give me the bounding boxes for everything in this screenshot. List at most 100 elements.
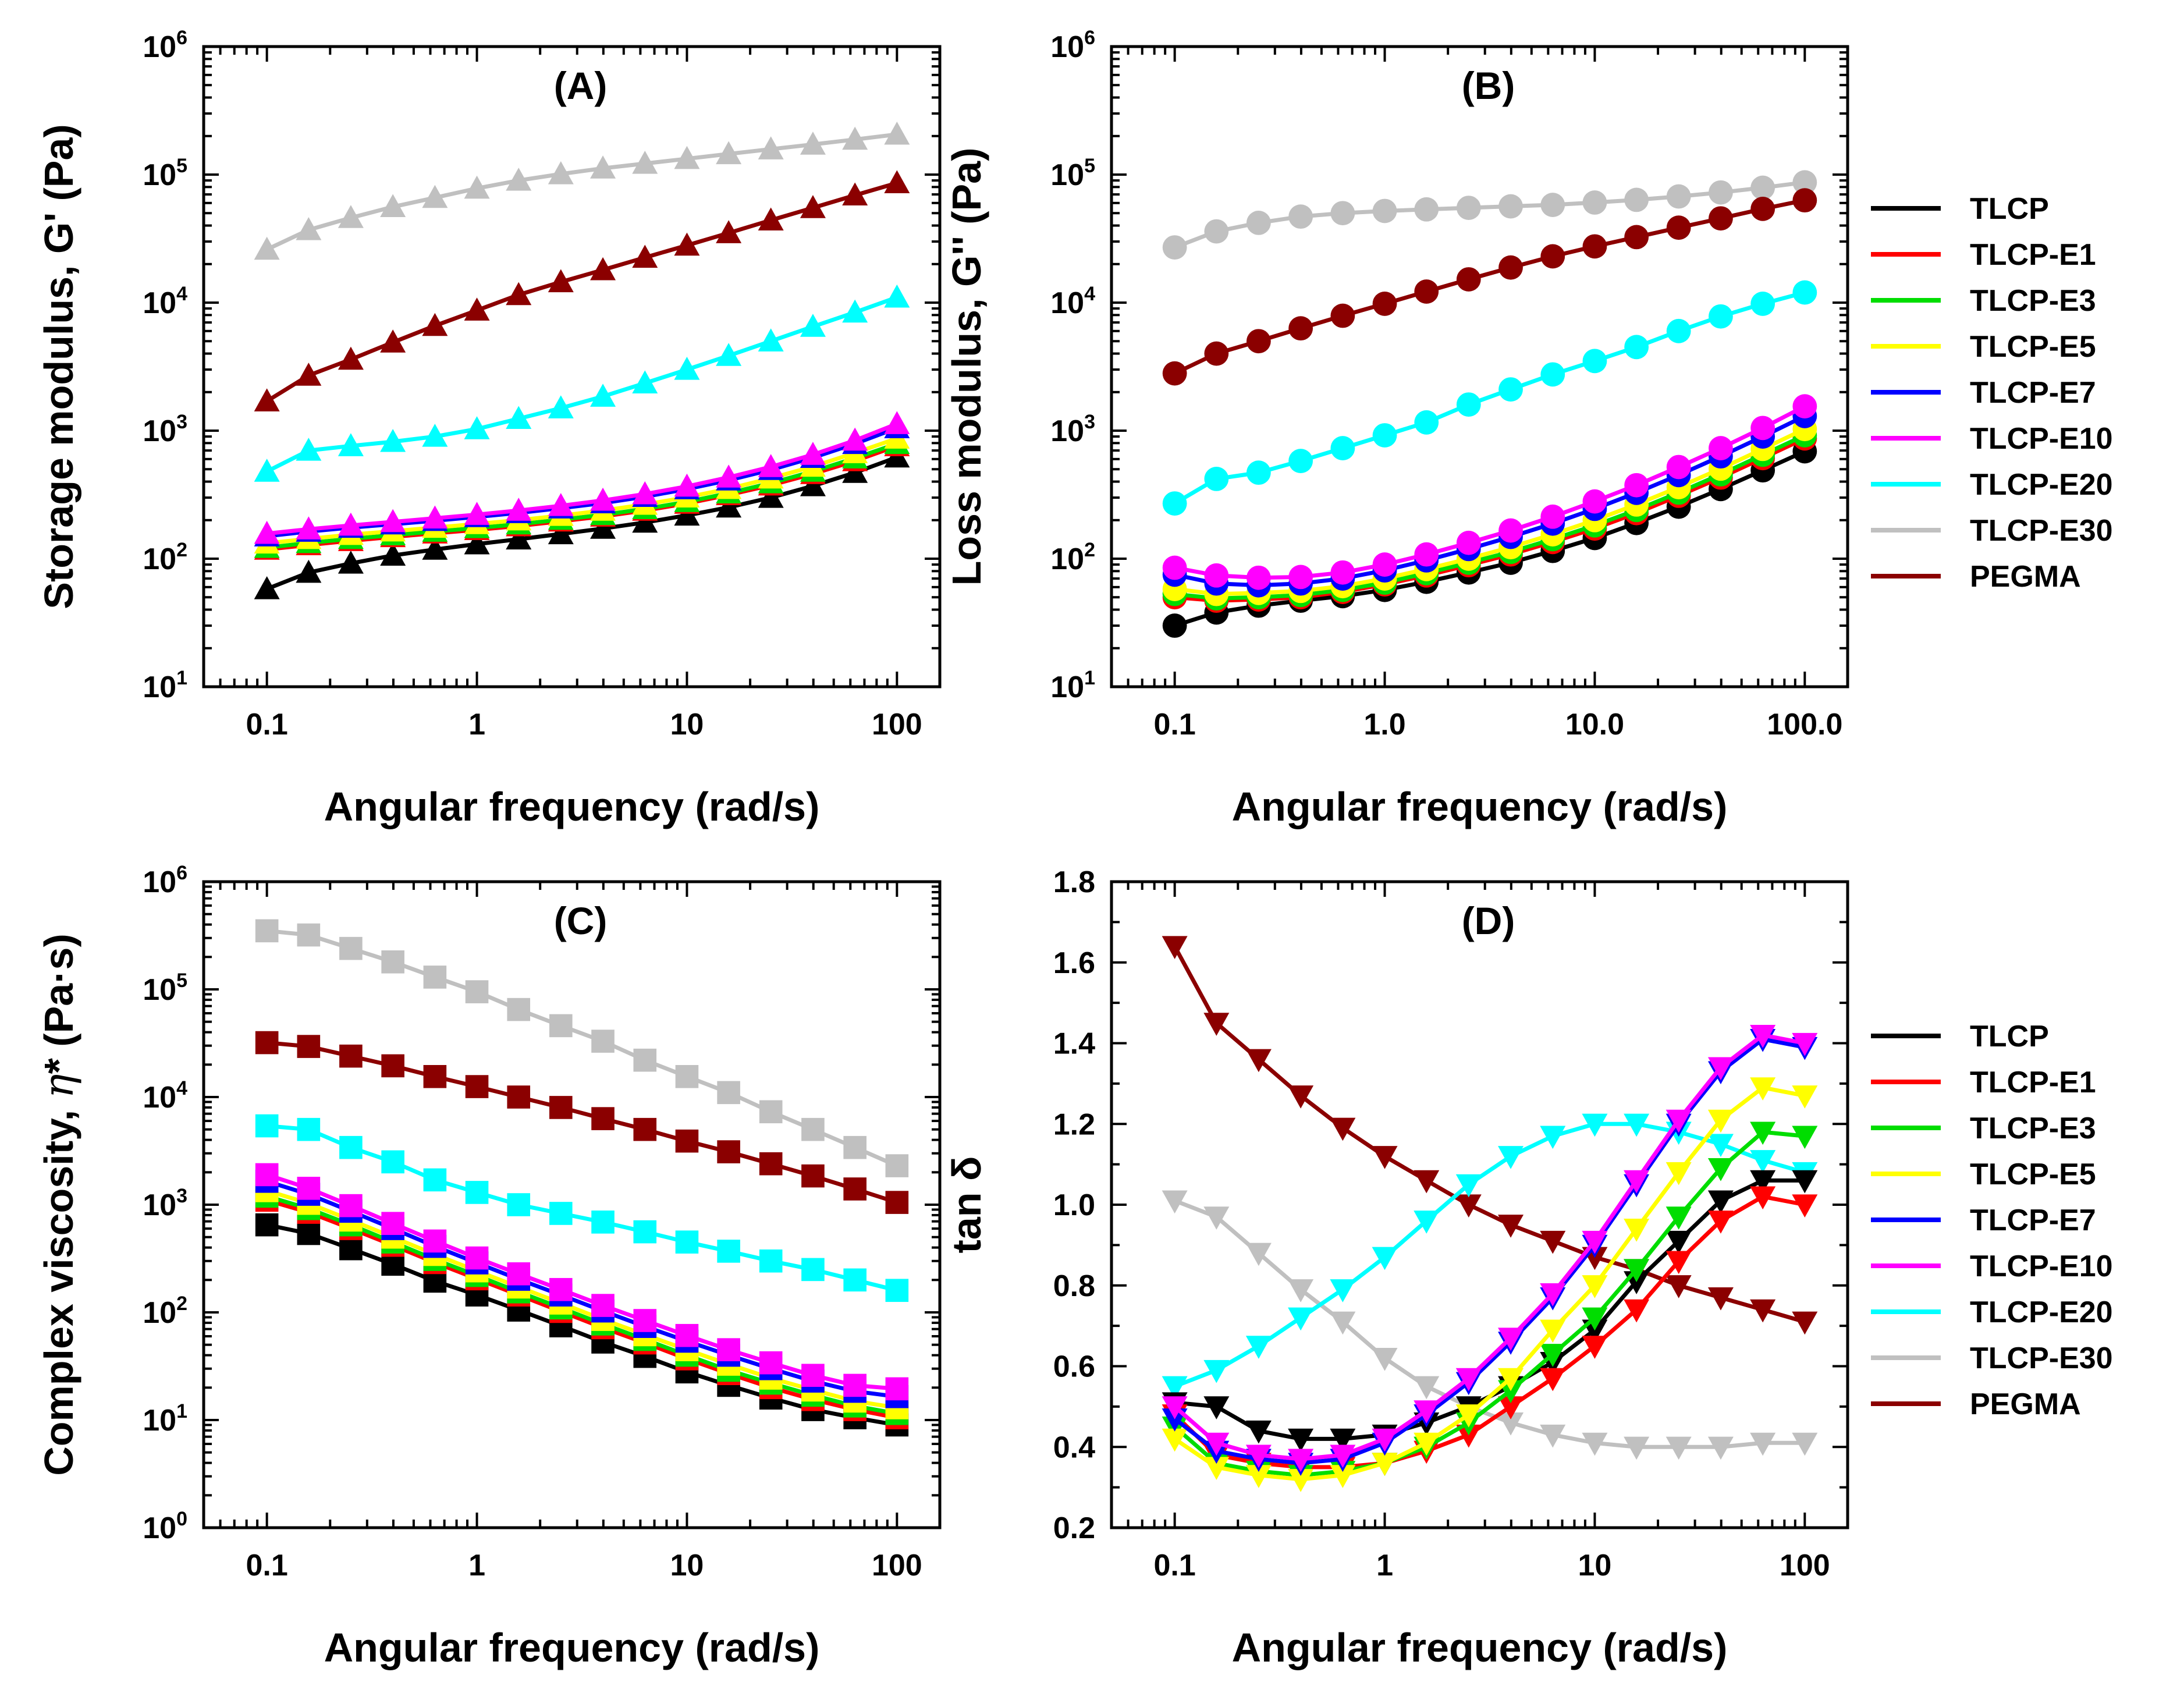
data-point-tlcp-e5 — [1288, 1469, 1314, 1492]
data-point-tlcp-e20 — [758, 328, 784, 352]
data-point-tlcp — [422, 537, 448, 560]
data-point-tlcp-e20 — [1288, 1307, 1314, 1331]
data-point-tlcp-e10 — [590, 487, 616, 511]
data-point-tlcp-e10 — [759, 1351, 783, 1375]
series-line-tlcp-e7 — [267, 426, 898, 538]
panel-d: 0.1 1 10 100 0.2 0.4 0.6 0.8 1.0 1.2 1.4 1.6 1.8 (D) A… — [944, 865, 1849, 1670]
data-point-tlcp-e30 — [1792, 170, 1817, 195]
data-point-tlcp-e5 — [1624, 1219, 1650, 1242]
data-point-tlcp-e3 — [1792, 1126, 1818, 1149]
data-point-tlcp-e5 — [1540, 1319, 1566, 1343]
data-point-pegma — [296, 363, 322, 386]
data-point-tlcp-e30 — [1498, 1412, 1524, 1436]
legend-label: TLCP-E5 — [1970, 1158, 2096, 1191]
data-point-tlcp-e10 — [1414, 1400, 1440, 1424]
x-tick-label: 100 — [1780, 1549, 1830, 1582]
data-point-tlcp-e20 — [1330, 1279, 1356, 1302]
series-line-tlcp-e30 — [267, 928, 898, 1168]
data-point-pegma — [675, 1129, 699, 1153]
y-axis-title: Complex viscosity, η* (Pa·s) — [35, 933, 83, 1476]
data-point-tlcp-e20 — [1162, 1376, 1188, 1400]
data-point-tlcp-e30 — [1246, 210, 1271, 235]
data-point-tlcp-e10 — [716, 464, 742, 488]
data-point-tlcp-e10 — [1582, 489, 1607, 514]
data-point-tlcp — [380, 542, 406, 566]
data-point-pegma — [758, 207, 784, 231]
data-point-tlcp — [1330, 1428, 1356, 1452]
y-tick-label: 103 — [143, 1185, 187, 1222]
data-point-tlcp-e20 — [1162, 491, 1187, 516]
data-point-tlcp-e10 — [758, 454, 784, 477]
x-tick-label: 1.0 — [1363, 708, 1405, 741]
series-tlcp-e20 — [1162, 280, 1817, 516]
data-point-pegma — [591, 1107, 615, 1130]
y-axis-title: tan δ — [944, 1156, 989, 1254]
data-point-tlcp-e20 — [255, 1114, 279, 1138]
series-tlcp — [254, 444, 910, 599]
x-tick-label: 10 — [670, 1549, 704, 1582]
data-point-pegma — [716, 220, 742, 243]
data-point-tlcp-e20 — [1288, 449, 1313, 473]
data-point-tlcp-e5 — [1750, 1077, 1776, 1101]
y-tick-label: 0.8 — [1053, 1269, 1095, 1303]
legend-label: TLCP-E3 — [1970, 284, 2096, 318]
series-line-tlcp-e3 — [266, 1194, 897, 1416]
data-point-tlcp-e20 — [884, 284, 910, 308]
data-point-tlcp-e30 — [1245, 1243, 1272, 1266]
data-point-pegma — [1414, 1170, 1440, 1194]
data-point-tlcp-e30 — [1456, 196, 1481, 221]
data-point-pegma — [801, 1164, 825, 1188]
data-point-tlcp-e30 — [675, 1064, 699, 1088]
data-point-pegma — [1204, 341, 1229, 366]
data-point-tlcp-e10 — [506, 498, 532, 521]
series-tlcp-e10 — [1162, 394, 1817, 590]
data-point-tlcp-e10 — [674, 473, 700, 497]
data-point-tlcp-e30 — [381, 950, 404, 974]
data-point-pegma — [381, 1054, 404, 1078]
data-point-tlcp-e10 — [885, 1377, 909, 1401]
data-point-tlcp — [464, 531, 490, 555]
legend-label: TLCP-E5 — [1970, 330, 2096, 364]
data-point-tlcp-e10 — [1792, 394, 1817, 419]
data-point-tlcp-e10 — [1750, 1025, 1776, 1048]
data-point-pegma — [1624, 225, 1649, 250]
series-tlcp-e20 — [254, 284, 910, 482]
data-point-tlcp-e10 — [1750, 416, 1775, 441]
data-point-tlcp-e20 — [633, 1220, 657, 1244]
data-point-tlcp — [674, 502, 700, 526]
data-point-tlcp — [254, 576, 280, 599]
data-point-tlcp-e10 — [1372, 1428, 1398, 1452]
y-tick-label: 104 — [143, 283, 187, 320]
data-point-pegma — [380, 329, 406, 353]
data-point-pegma — [1330, 303, 1355, 328]
data-point-pegma — [884, 170, 910, 194]
data-point-tlcp — [548, 521, 574, 545]
x-axis-title: Angular frequency (rad/s) — [1232, 784, 1728, 829]
data-point-pegma — [1498, 1215, 1524, 1238]
data-point-tlcp-e5 — [1203, 1457, 1230, 1480]
y-tick-label: 105 — [143, 970, 187, 1007]
data-point-tlcp-e20 — [591, 1211, 615, 1234]
data-point-tlcp-e10 — [717, 1338, 740, 1361]
data-point-tlcp-e10 — [591, 1294, 615, 1317]
data-point-tlcp-e20 — [716, 343, 742, 366]
plot-frame — [202, 45, 942, 688]
series-tlcp-e30 — [254, 121, 910, 260]
data-point-tlcp-e20 — [1582, 1113, 1608, 1137]
data-point-tlcp-e30 — [1204, 219, 1229, 244]
data-point-tlcp-e30 — [884, 121, 910, 145]
series-tlcp-e10 — [254, 411, 910, 544]
data-point-tlcp — [1750, 1170, 1776, 1194]
legend-label: TLCP — [1970, 192, 2049, 226]
data-point-tlcp-e20 — [759, 1249, 783, 1273]
series-line-tlcp-e3 — [267, 442, 898, 550]
data-point-tlcp — [339, 1237, 363, 1261]
data-point-tlcp-e20 — [675, 1230, 699, 1254]
series-line-tlcp-e5 — [267, 436, 898, 545]
x-axis-title: Angular frequency (rad/s) — [324, 1625, 820, 1670]
series-pegma — [254, 170, 910, 411]
data-point-tlcp-e20 — [1203, 1360, 1230, 1383]
data-point-pegma — [633, 1117, 657, 1141]
data-point-tlcp-e30 — [1792, 1432, 1818, 1456]
data-point-tlcp-e10 — [1330, 1444, 1356, 1468]
